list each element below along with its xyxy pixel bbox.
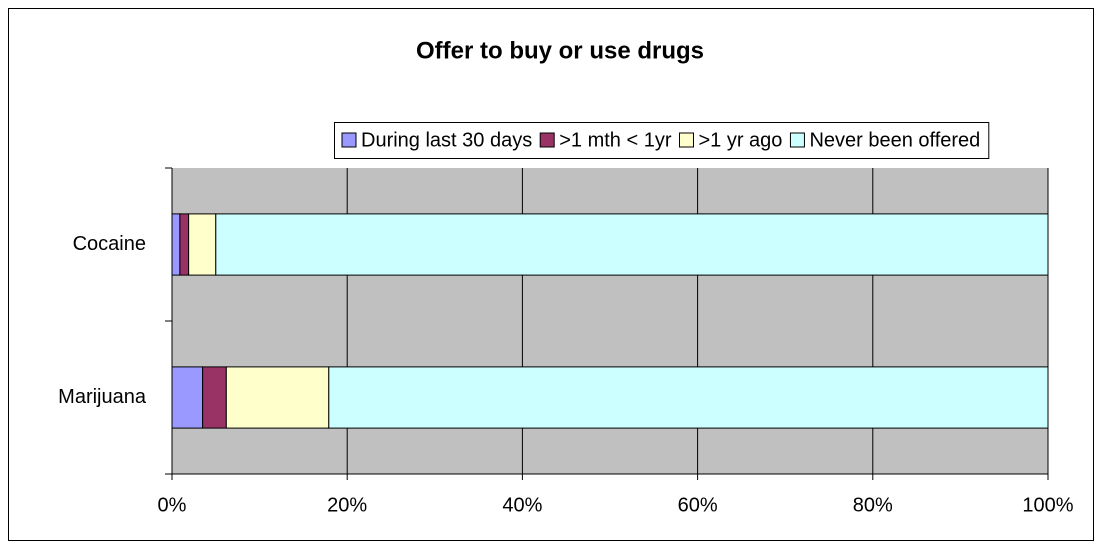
- x-tick-label: 0%: [158, 494, 187, 516]
- legend-label: Never been offered: [809, 129, 980, 151]
- legend-swatch: [341, 132, 357, 148]
- bar-segment: [171, 213, 181, 276]
- bar-segment: [188, 213, 217, 276]
- legend-label: >1 yr ago: [698, 129, 782, 151]
- x-tick-label: 100%: [1022, 494, 1073, 516]
- y-tick-label: Marijuana: [58, 386, 147, 408]
- x-tick-label: 80%: [853, 494, 893, 516]
- bar-segment: [179, 213, 190, 276]
- bar-segment: [202, 366, 227, 429]
- y-tick-label: Cocaine: [73, 233, 146, 255]
- legend-box: [334, 122, 990, 159]
- x-tick-label: 40%: [502, 494, 542, 516]
- legend: During last 30 days >1 mth < 1yr >1 yr ago…: [334, 122, 990, 159]
- bar-segment: [225, 366, 330, 429]
- bar-segment: [328, 366, 1049, 429]
- legend-swatch: [539, 132, 555, 148]
- chart-title: Offer to buy or use drugs: [416, 37, 704, 64]
- x-tick-label: 20%: [327, 494, 367, 516]
- x-tick-label: 60%: [678, 494, 718, 516]
- bar-segment: [171, 366, 204, 429]
- legend-label: During last 30 days: [361, 129, 532, 151]
- legend-swatch: [678, 132, 694, 148]
- legend-swatch: [789, 132, 805, 148]
- bar-segment: [215, 213, 1049, 276]
- legend-label: >1 mth < 1yr: [559, 129, 672, 151]
